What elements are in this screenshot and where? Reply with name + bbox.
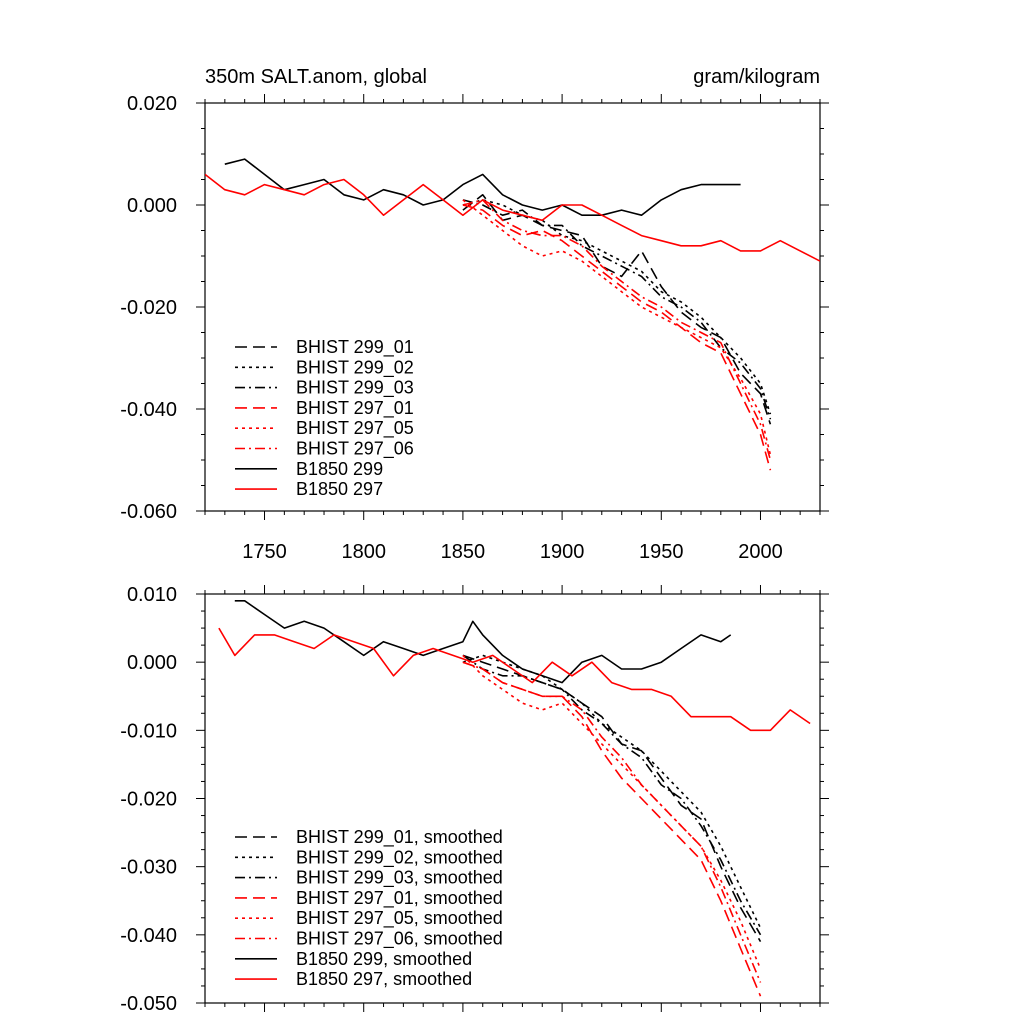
series-group xyxy=(218,599,811,997)
chart-units: gram/kilogram xyxy=(693,66,820,88)
x-tick-label: 2000 xyxy=(738,541,783,563)
series-line-bhist-297-06 xyxy=(462,199,772,461)
series-line-b1850-299 xyxy=(224,158,741,216)
x-tick-label: 1900 xyxy=(540,541,585,563)
legend-label: B1850 297 xyxy=(296,479,383,499)
legend-label: B1850 299 xyxy=(296,459,383,479)
x-tick-label: 1950 xyxy=(639,541,684,563)
legend-label: BHIST 299_02, smoothed xyxy=(296,847,503,868)
series-line-bhist-297-01 xyxy=(462,204,772,471)
legend-label: B1850 297, smoothed xyxy=(296,969,472,989)
legend-label: BHIST 297_06 xyxy=(296,439,414,460)
y-tick-label: -0.040 xyxy=(120,399,177,421)
legend-label: B1850 299, smoothed xyxy=(296,949,472,969)
y-tick-label: -0.030 xyxy=(120,857,177,879)
series-line-bhist-299-02 xyxy=(462,199,772,415)
legend-label: BHIST 297_05, smoothed xyxy=(296,908,503,929)
legend-label: BHIST 299_01, smoothed xyxy=(296,827,503,848)
y-tick-label: 0.000 xyxy=(127,652,177,674)
x-tick-label: 1800 xyxy=(341,541,386,563)
panel-bottom: 0.010 0.000 -0.010 -0.020 -0.030 -0.040 -0.050… xyxy=(120,584,829,1015)
legend-label: BHIST 297_05 xyxy=(296,418,414,439)
y-tick-label: -0.050 xyxy=(120,993,177,1015)
legend-label: BHIST 299_02 xyxy=(296,357,414,378)
series-line-bhist-299-03 xyxy=(462,199,772,420)
chart-title: 350m SALT.anom, global xyxy=(205,66,427,88)
y-tick-label: -0.020 xyxy=(120,789,177,811)
x-tick-label: 1850 xyxy=(441,541,486,563)
series-line-bhist-299-03-smoothed xyxy=(462,654,762,936)
y-tick-label: 0.000 xyxy=(127,195,177,217)
y-tick-label: -0.040 xyxy=(120,925,177,947)
series-line-bhist-297-06-smoothed xyxy=(462,661,762,983)
x-tick-label: 1750 xyxy=(242,541,287,563)
series-line-bhist-299-01 xyxy=(462,194,772,425)
panel-top: 1750 1800 1850 1900 1950 2000 0.020 0.000 -0.020… xyxy=(120,66,829,563)
legend-label: BHIST 299_03, smoothed xyxy=(296,868,503,889)
series-line-b1850-297-smoothed xyxy=(218,627,811,732)
legend-label: BHIST 297_01, smoothed xyxy=(296,888,503,909)
y-tick-label: -0.060 xyxy=(120,501,177,523)
y-tick-label: 0.020 xyxy=(127,93,177,115)
y-tick-label: -0.020 xyxy=(120,297,177,319)
series-line-b1850-299-smoothed xyxy=(234,599,732,684)
y-tick-label: 0.010 xyxy=(127,584,177,606)
series-line-b1850-297 xyxy=(205,173,820,262)
legend-label: BHIST 299_01 xyxy=(296,337,414,358)
legend-label: BHIST 299_03 xyxy=(296,378,414,399)
y-tick-label: -0.010 xyxy=(120,720,177,742)
series-line-bhist-297-05-smoothed xyxy=(462,654,762,970)
series-group xyxy=(205,158,820,471)
legend-label: BHIST 297_06, smoothed xyxy=(296,929,503,950)
legend-label: BHIST 297_01 xyxy=(296,398,414,419)
